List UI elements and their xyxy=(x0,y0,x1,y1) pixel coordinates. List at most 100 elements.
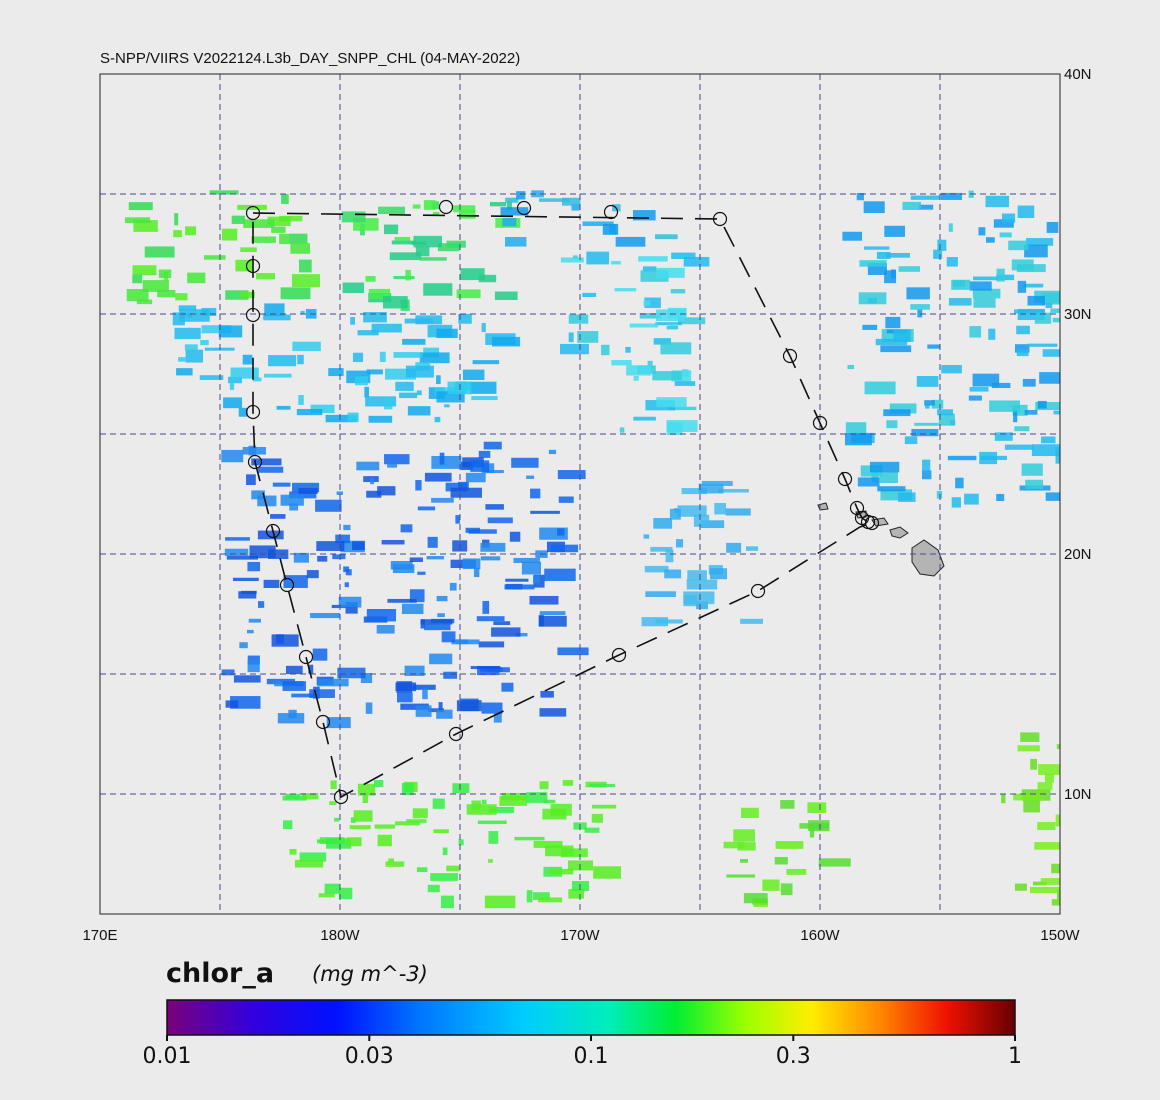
chlorophyll-patch xyxy=(317,678,349,687)
hawaii-islands xyxy=(817,502,945,577)
chlorophyll-patch xyxy=(1051,899,1060,906)
chlorophyll-patch xyxy=(884,270,897,284)
chlorophyll-patch xyxy=(485,504,504,510)
chlorophyll-patch xyxy=(871,471,879,483)
chlorophyll-patch xyxy=(347,412,359,422)
chlorophyll-patch xyxy=(406,819,427,823)
chlorophyll-patch xyxy=(614,288,637,292)
chlorophyll-patch xyxy=(482,600,490,614)
chlorophyll-patch xyxy=(471,396,498,401)
chlorophyll-patch xyxy=(677,317,706,325)
chlorophyll-patch xyxy=(397,692,413,703)
island xyxy=(911,539,945,577)
chlorophyll-patch xyxy=(470,460,490,472)
chlorophyll-patch xyxy=(509,531,521,542)
chlorophyll-patch xyxy=(625,346,631,353)
chlorophyll-patch xyxy=(1020,732,1040,742)
chlorophyll-patch xyxy=(780,883,793,896)
chlorophyll-patch xyxy=(449,582,457,591)
chlorophyll-patch xyxy=(674,381,696,386)
chlorophyll-patch xyxy=(312,648,328,661)
chlorophyll-patch xyxy=(858,292,887,305)
chlorophyll-patch xyxy=(325,414,358,423)
chlorophyll-patch xyxy=(986,237,995,243)
chlorophyll-patch xyxy=(456,289,481,299)
chlorophyll-patch xyxy=(739,859,749,863)
chlorophyll-patch xyxy=(586,251,610,265)
chlorophyll-patch xyxy=(1025,479,1044,490)
chlorophyll-patch xyxy=(633,375,639,381)
chlorophyll-patch xyxy=(643,534,650,539)
colorbar-variable: chlor_a xyxy=(166,958,275,989)
chlorophyll-patch xyxy=(256,273,276,280)
chlorophyll-patch xyxy=(270,514,286,519)
chlorophyll-patch xyxy=(279,215,303,222)
chlorophyll-patch xyxy=(666,325,679,330)
chlorophyll-patch xyxy=(291,693,316,698)
chlorophyll-patch xyxy=(1012,404,1028,416)
chlorophyll-patch xyxy=(308,664,314,674)
station-marker xyxy=(864,515,880,531)
chlorophyll-patch xyxy=(440,895,454,909)
chlorophyll-patch xyxy=(1039,372,1060,384)
chlorophyll-patch xyxy=(642,266,657,272)
chlorophyll-patch xyxy=(660,342,692,355)
chlorophyll-patch xyxy=(480,542,506,552)
chlorophyll-patch xyxy=(526,890,533,903)
chlorophyll-patch xyxy=(946,257,958,267)
chlorophyll-patch xyxy=(562,780,574,786)
chlorophyll-patch xyxy=(505,197,519,203)
chlorophyll-patch xyxy=(310,404,335,414)
chlorophyll-patch xyxy=(263,579,280,588)
chlorophyll-patch xyxy=(1037,782,1053,790)
chlorophyll-patch xyxy=(246,629,254,634)
chlorophyll-patch xyxy=(726,874,756,878)
chlorophyll-patch xyxy=(458,839,464,846)
chlorophyll-patch xyxy=(439,452,445,465)
chlorophyll-patch xyxy=(545,845,574,857)
longitude-labels: 170E 180W 170W 160W 150W xyxy=(82,927,1080,944)
chlorophyll-patch xyxy=(745,546,759,551)
chlorophyll-patch xyxy=(933,249,943,259)
chlorophyll-patch xyxy=(1041,292,1060,305)
chlorophyll-patch xyxy=(178,357,186,362)
chlorophyll-patch xyxy=(317,555,328,562)
chlorophyll-patch xyxy=(539,198,570,202)
chlorophyll-patch xyxy=(242,354,253,365)
chlorophyll-patch xyxy=(762,879,780,891)
chlorophyll-patch xyxy=(969,387,989,392)
chlorophyll-patch xyxy=(446,240,466,248)
chlorophyll-patch xyxy=(225,290,249,300)
chlorophyll-patch xyxy=(505,237,527,247)
chlorophyll-patch xyxy=(533,840,563,848)
chlorophyll-patch xyxy=(1021,463,1043,476)
chlorophyll-patch xyxy=(978,227,986,236)
chlorophyll-patch xyxy=(436,375,441,385)
chlorophyll-patch xyxy=(377,486,396,496)
chlorophyll-patch xyxy=(898,492,916,502)
chlorophyll-patch xyxy=(910,304,930,310)
chlorophyll-patch xyxy=(972,288,1001,299)
chlorophyll-patch xyxy=(458,313,472,324)
chlorophyll-patch xyxy=(921,470,932,480)
chlorophyll-patch xyxy=(173,230,182,238)
chlorophyll-patch xyxy=(557,647,589,656)
chlorophyll-patch xyxy=(240,291,255,299)
chlorophyll-patch xyxy=(342,282,365,294)
station-marker xyxy=(750,583,766,599)
graticule xyxy=(100,74,1060,914)
station-marker xyxy=(245,307,261,323)
station-marker xyxy=(611,647,627,663)
chlorophyll-patch xyxy=(875,338,908,346)
chlorophyll-patch xyxy=(589,783,616,787)
chlorophyll-patch xyxy=(996,274,1015,281)
chlorophyll-patch xyxy=(505,578,529,582)
chlorophyll-patch xyxy=(258,601,265,608)
chlorophyll-patch xyxy=(281,194,289,204)
chlorophyll-patch xyxy=(940,192,962,200)
chlorophyll-patch xyxy=(725,508,751,516)
chlorophyll-patch xyxy=(898,266,921,272)
chlorophyll-patch xyxy=(293,552,309,563)
chlorophyll-patch xyxy=(283,575,308,588)
